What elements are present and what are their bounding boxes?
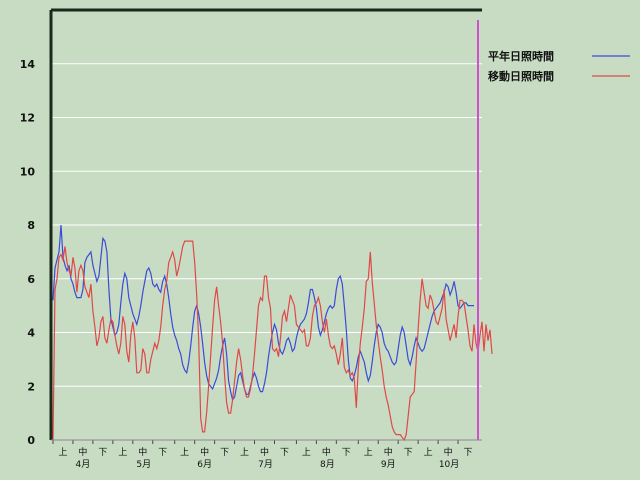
- x-month-label: 5月: [136, 459, 151, 470]
- x-month-label: 6月: [197, 459, 212, 470]
- y-tick-label: 4: [27, 327, 35, 340]
- y-tick-labels: 0 2 4 6 8 10 12 14: [20, 58, 36, 447]
- x-decade-label: 下: [280, 448, 289, 458]
- x-month-label: 4月: [76, 459, 91, 470]
- x-decade-label: 中: [322, 446, 331, 458]
- y-tick-label: 10: [20, 165, 36, 178]
- y-tick-label: 12: [20, 112, 35, 125]
- x-month-label: 9月: [381, 459, 396, 470]
- x-decade-label: 上: [58, 447, 67, 458]
- x-decade-label: 下: [404, 448, 413, 458]
- x-decade-label: 下: [220, 448, 229, 458]
- x-decade-label: 上: [302, 447, 311, 458]
- series-line-1: [52, 240, 493, 442]
- x-month-label: 8月: [320, 459, 335, 470]
- legend-label-0: 平年日照時間: [488, 49, 554, 63]
- x-decade-label: 中: [384, 446, 393, 458]
- legend-label-1: 移動日照時間: [488, 69, 554, 83]
- x-decade-label: 中: [78, 446, 87, 458]
- y-tick-label: 2: [27, 380, 35, 393]
- series-line-0: [52, 224, 474, 402]
- x-decade-label: 中: [200, 446, 209, 458]
- y-tick-label: 0: [27, 434, 35, 447]
- x-decade-label: 下: [342, 448, 351, 458]
- x-decade-label: 上: [364, 447, 373, 458]
- x-month-label: 10月: [439, 459, 459, 470]
- x-decade-label: 上: [118, 447, 127, 458]
- x-decade-label: 下: [464, 448, 473, 458]
- x-tick-labels: 上中下4月上中下5月上中下6月上中下7月上中下8月上中下9月上中下10月: [52, 440, 473, 470]
- x-decade-label: 上: [240, 447, 249, 458]
- x-decade-label: 中: [260, 446, 269, 458]
- series-lines: [52, 224, 493, 442]
- y-tick-label: 6: [27, 273, 35, 286]
- x-decade-label: 上: [180, 447, 189, 458]
- x-month-label: 7月: [258, 459, 273, 470]
- x-decade-label: 下: [98, 448, 107, 458]
- x-decade-label: 中: [138, 446, 147, 458]
- y-tick-label: 14: [20, 58, 36, 71]
- x-decade-label: 下: [158, 448, 167, 458]
- axes: [49, 8, 482, 441]
- x-decade-label: 上: [424, 447, 433, 458]
- x-decade-label: 中: [444, 446, 453, 458]
- y-tick-label: 8: [27, 219, 35, 232]
